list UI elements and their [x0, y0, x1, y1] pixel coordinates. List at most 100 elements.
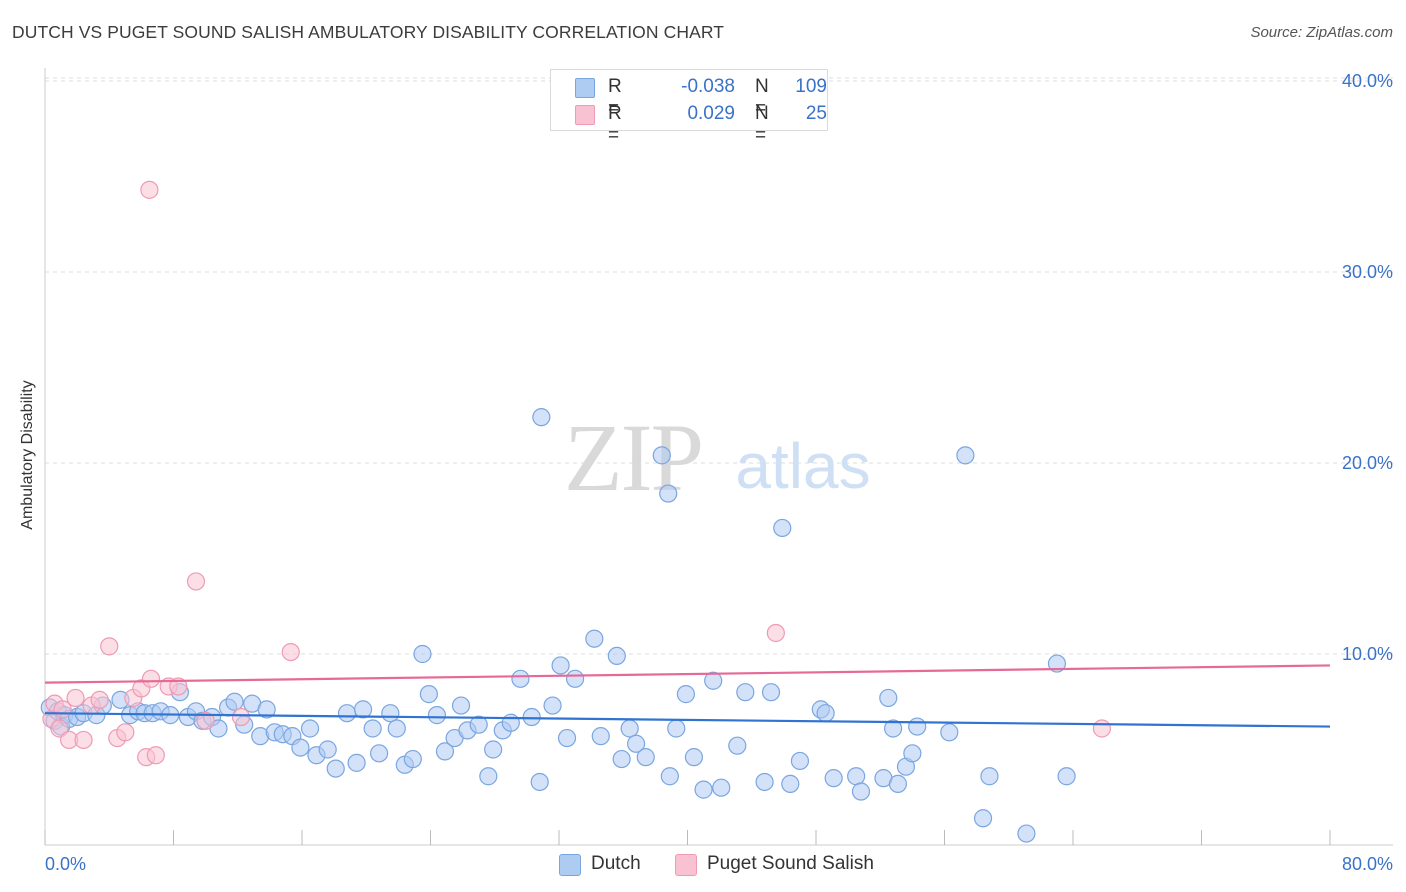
dutch-point — [940, 723, 959, 742]
dutch-point — [659, 484, 678, 503]
dutch-r-value: -0.038 — [681, 76, 735, 97]
salish-point — [186, 572, 206, 591]
watermark-zip: ZIP — [564, 404, 702, 511]
dutch-point — [326, 759, 345, 778]
n-label: N = — [755, 103, 769, 146]
salish-point — [766, 623, 785, 643]
dutch-point — [712, 778, 731, 797]
dutch-point — [851, 782, 871, 801]
salish-legend-swatch — [675, 854, 697, 876]
dutch-point — [620, 719, 639, 738]
dutch-point — [903, 744, 922, 763]
salish-point — [90, 690, 109, 709]
salish-point — [74, 730, 93, 750]
salish-point — [169, 677, 188, 696]
dutch-point — [1057, 767, 1076, 786]
salish-r-value: 0.029 — [687, 103, 735, 124]
salish-point — [66, 688, 85, 708]
source-credit: Source: ZipAtlas.com — [1250, 24, 1393, 41]
salish-point — [141, 669, 161, 688]
dutch-point — [790, 751, 810, 771]
dutch-point — [419, 685, 438, 704]
dutch-n-value: 109 — [795, 76, 827, 97]
dutch-point — [736, 683, 755, 702]
dutch-point — [728, 736, 747, 755]
dutch-point — [484, 740, 503, 759]
dutch-point — [300, 719, 320, 738]
salish-n-value: 25 — [805, 103, 827, 124]
dutch-point — [427, 706, 447, 725]
dutch-point — [607, 646, 626, 666]
dutch-point — [522, 707, 541, 727]
dutch-point — [1017, 824, 1036, 843]
dutch-points — [40, 408, 1076, 843]
dutch-point — [888, 774, 908, 793]
chart-title: DUTCH VS PUGET SOUND SALISH AMBULATORY D… — [12, 22, 725, 42]
dutch-point — [532, 408, 551, 427]
dutch-point — [370, 744, 389, 763]
dutch-point — [387, 719, 406, 738]
dutch-point — [557, 728, 577, 748]
dutch-point — [612, 749, 631, 769]
gridlines — [45, 77, 1393, 655]
dutch-point — [337, 704, 357, 723]
dutch-point — [551, 656, 570, 675]
salish-point — [140, 180, 159, 199]
dutch-point — [781, 774, 800, 793]
dutch-point — [761, 683, 781, 702]
dutch-legend-label: Dutch — [591, 853, 641, 874]
dutch-point — [501, 713, 520, 732]
dutch-point — [684, 748, 704, 767]
salish-point — [231, 707, 251, 727]
dutch-point — [824, 769, 843, 788]
dutch-point — [816, 704, 835, 723]
dutch-point — [479, 767, 498, 786]
dutch-point — [773, 518, 792, 538]
dutch-swatch — [575, 78, 595, 98]
dutch-point — [676, 685, 695, 704]
r-label: R = — [608, 76, 622, 119]
dutch-trend-line — [44, 712, 1331, 728]
x-tick-label: 0.0% — [45, 854, 86, 874]
dutch-point — [291, 738, 310, 757]
dutch-point — [403, 749, 422, 769]
dutch-point — [363, 719, 382, 738]
y-tick-label: 20.0% — [1342, 453, 1393, 473]
dutch-point — [879, 688, 898, 708]
salish-trend-line — [44, 664, 1331, 684]
r-label: R = — [608, 103, 622, 146]
dutch-point — [591, 727, 610, 746]
y-tick-label: 10.0% — [1342, 644, 1393, 664]
dutch-point — [469, 715, 488, 734]
salish-point — [116, 723, 135, 742]
salish-point — [281, 642, 300, 662]
salish-point — [100, 637, 119, 656]
salish-point — [146, 746, 165, 765]
dutch-point — [413, 644, 432, 664]
dutch-point — [451, 696, 471, 715]
dutch-point — [660, 767, 679, 786]
trend-lines — [44, 664, 1331, 728]
dutch-point — [347, 753, 366, 772]
dutch-point — [973, 809, 993, 828]
salish-point — [196, 711, 215, 730]
dutch-point — [530, 772, 549, 792]
dutch-point — [1047, 654, 1067, 673]
dutch-point — [225, 692, 244, 711]
dutch-point — [956, 446, 975, 465]
y-tick-label: 40.0% — [1342, 71, 1393, 91]
dutch-point — [755, 772, 774, 792]
dutch-legend-swatch — [559, 854, 581, 876]
dutch-point — [667, 719, 686, 738]
dutch-point — [626, 734, 646, 753]
dutch-point — [652, 446, 671, 465]
n-label: N = — [755, 76, 769, 119]
dutch-point — [381, 704, 400, 723]
dutch-point — [694, 780, 713, 799]
dutch-point — [565, 669, 585, 688]
watermark-atlas: atlas — [735, 430, 870, 502]
salish-point — [1092, 719, 1112, 738]
salish-legend-label: Puget Sound Salish — [707, 853, 874, 874]
dutch-point — [543, 696, 562, 715]
